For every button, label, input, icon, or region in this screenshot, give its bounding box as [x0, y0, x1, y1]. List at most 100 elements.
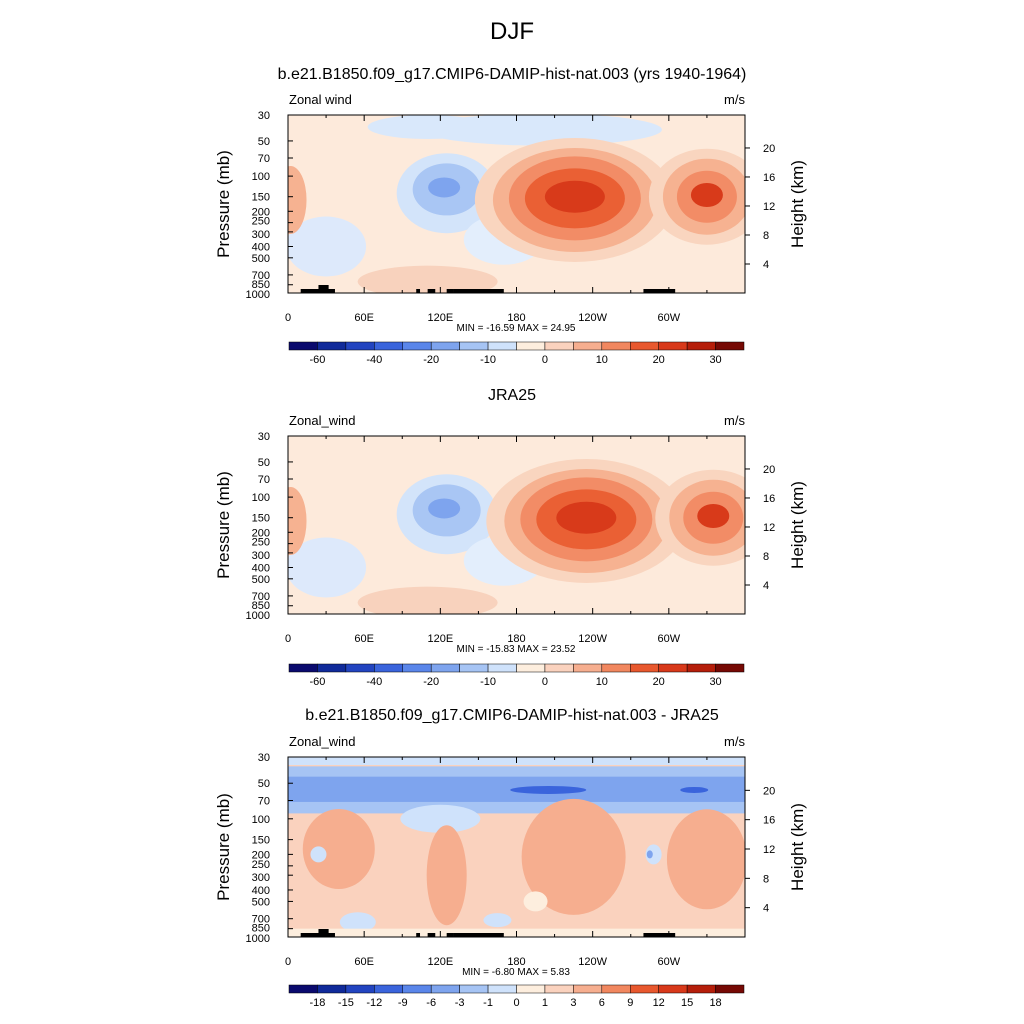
- topography-bar: [416, 289, 421, 293]
- topography-bar: [465, 933, 504, 937]
- topography-bar: [427, 289, 436, 293]
- negative-spot: [483, 913, 512, 928]
- y-tick-label: 50: [258, 136, 270, 148]
- contour-field: [288, 436, 745, 614]
- y-tick-label: 400: [252, 562, 270, 574]
- negative-spot: [646, 850, 653, 859]
- colorbar-swatch: [430, 663, 460, 673]
- topography-bar: [643, 933, 676, 937]
- variable-label: Zonal wind: [289, 92, 352, 107]
- topography-bar: [465, 289, 504, 293]
- negative-dip: [400, 804, 481, 833]
- x-tick-label: 120W: [578, 956, 607, 968]
- colorbar-swatch: [345, 341, 375, 351]
- y2-axis-title: Height (km): [788, 160, 807, 248]
- x-tick-label: 0: [285, 956, 291, 968]
- y2-tick-label: 12: [763, 844, 775, 856]
- y2-tick-label: 16: [763, 493, 775, 505]
- easterly-core: [428, 177, 461, 198]
- y2-tick-label: 16: [763, 172, 775, 184]
- colorbar-swatch: [544, 984, 574, 994]
- topography-bar: [300, 933, 335, 937]
- colorbar-label: -12: [366, 997, 382, 1009]
- colorbar-label: -40: [366, 354, 382, 366]
- colorbar-label: 20: [653, 354, 665, 366]
- y2-tick-label: 20: [763, 464, 775, 476]
- y-tick-label: 300: [252, 872, 270, 884]
- easterly-band: [367, 115, 488, 139]
- colorbar-swatch: [516, 984, 546, 994]
- page-title: DJF: [490, 18, 534, 45]
- colorbar-label: 0: [542, 354, 548, 366]
- colorbar-label: 10: [596, 354, 608, 366]
- x-tick-label: 180: [507, 633, 525, 645]
- positive-region: [426, 825, 467, 926]
- colorbar-swatch: [658, 341, 688, 351]
- colorbar-label: -3: [455, 997, 465, 1009]
- y-tick-label: 200: [252, 849, 270, 861]
- x-tick-label: 60E: [354, 312, 374, 324]
- colorbar-swatch: [402, 341, 432, 351]
- colorbar-swatch: [288, 984, 318, 994]
- y2-tick-label: 8: [763, 230, 769, 242]
- x-tick-label: 60E: [354, 633, 374, 645]
- colorbar-swatch: [459, 984, 489, 994]
- panel-title: b.e21.B1850.f09_g17.CMIP6-DAMIP-hist-nat…: [305, 707, 719, 724]
- colorbar-label: -60: [309, 676, 325, 688]
- colorbar-swatch: [516, 341, 546, 351]
- topography: [300, 929, 676, 937]
- negative-core: [510, 785, 587, 794]
- jet-core: [556, 501, 617, 534]
- colorbar-swatch: [345, 984, 375, 994]
- colorbar-swatch: [573, 663, 603, 673]
- y2-axis-title: Height (km): [788, 803, 807, 891]
- units-label: m/s: [724, 734, 745, 749]
- colorbar-swatch: [630, 663, 659, 673]
- colorbar-swatch: [459, 341, 489, 351]
- y2-tick-label: 16: [763, 815, 775, 827]
- colorbar-swatch: [487, 341, 517, 351]
- colorbar-swatch: [402, 984, 432, 994]
- y2-tick-label: 12: [763, 522, 775, 534]
- y-tick-label: 300: [252, 550, 270, 562]
- colorbar-swatch: [430, 341, 460, 351]
- y-tick-label: 500: [252, 896, 270, 908]
- jet-core: [544, 180, 605, 213]
- y2-tick-label: 4: [763, 580, 769, 592]
- colorbar-label: 30: [709, 676, 721, 688]
- y-tick-label: 1000: [246, 610, 270, 622]
- y-tick-label: 70: [258, 795, 270, 807]
- y-tick-label: 30: [258, 431, 270, 443]
- y-tick-label: 1000: [246, 933, 270, 945]
- units-label: m/s: [724, 92, 745, 107]
- x-tick-label: 180: [507, 956, 525, 968]
- colorbar: -60 -40 -20 -10 0 10 20 30: [288, 341, 745, 366]
- y-tick-label: 250: [252, 859, 270, 871]
- x-tick-label: 120E: [427, 956, 453, 968]
- colorbar-swatch: [601, 341, 631, 351]
- y-tick-label: 30: [258, 752, 270, 764]
- y-tick-label: 30: [258, 110, 270, 122]
- y-tick-label: 300: [252, 229, 270, 241]
- y2-tick-label: 20: [763, 143, 775, 155]
- variable-label: Zonal_wind: [289, 413, 356, 428]
- colorbar-label: 20: [653, 676, 665, 688]
- colorbar-label: 1: [542, 997, 548, 1009]
- colorbar-label: -1: [483, 997, 493, 1009]
- lowlevel-westerly: [357, 265, 498, 293]
- colorbar-swatch: [601, 984, 631, 994]
- positive-region: [521, 798, 626, 915]
- units-label: m/s: [724, 413, 745, 428]
- x-tick-label: 60E: [354, 956, 374, 968]
- topography-bar: [446, 289, 454, 293]
- y2-tick-label: 12: [763, 201, 775, 213]
- colorbar-label: -20: [423, 676, 439, 688]
- colorbar-label: -10: [480, 676, 496, 688]
- y-tick-label: 850: [252, 923, 270, 935]
- y-tick-label: 250: [252, 537, 270, 549]
- colorbar-swatch: [487, 984, 517, 994]
- colorbar-label: 3: [570, 997, 576, 1009]
- x-tick-label: 60W: [658, 956, 681, 968]
- colorbar-swatch: [288, 341, 318, 351]
- colorbar-swatch: [317, 663, 347, 673]
